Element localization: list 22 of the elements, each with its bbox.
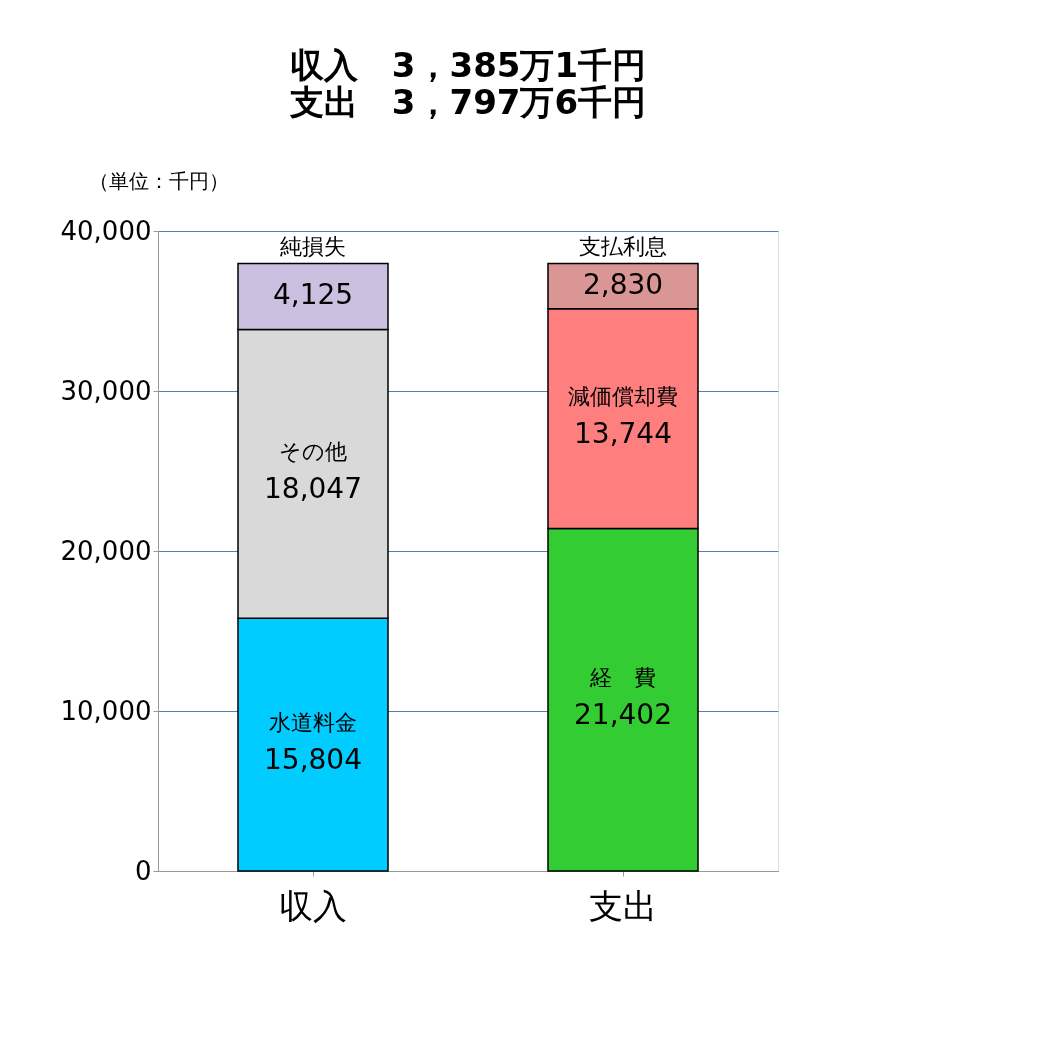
y-tick-label: 20,000 xyxy=(60,535,152,566)
series-label: 減価償却費 xyxy=(568,383,678,409)
x-tick-label: 支出 xyxy=(589,885,657,926)
series-label: 経 費 xyxy=(589,664,656,690)
y-tick-label: 40,000 xyxy=(60,215,152,246)
y-tick-label: 30,000 xyxy=(60,375,152,406)
chart-title: 収入 3，385万1千円 xyxy=(289,45,647,85)
series-label: 水道料金 xyxy=(269,709,357,735)
y-tick-label: 0 xyxy=(134,855,152,886)
series-label: 純損失 xyxy=(280,234,346,260)
series-label: その他 xyxy=(279,438,347,464)
data-label: 15,804 xyxy=(264,742,362,776)
series-label: 支払利息 xyxy=(579,234,667,260)
data-label: 21,402 xyxy=(574,697,672,731)
data-label: 13,744 xyxy=(574,416,672,450)
chart-subtitle: 支出 3，797万6千円 xyxy=(288,82,647,122)
y-tick-label: 10,000 xyxy=(60,695,152,726)
x-tick-label: 収入 xyxy=(279,885,347,926)
data-label: 2,830 xyxy=(582,268,664,302)
data-label: 18,047 xyxy=(264,471,362,505)
y-axis-title: （単位：千円） xyxy=(88,168,229,193)
data-label: 4,125 xyxy=(272,278,354,312)
